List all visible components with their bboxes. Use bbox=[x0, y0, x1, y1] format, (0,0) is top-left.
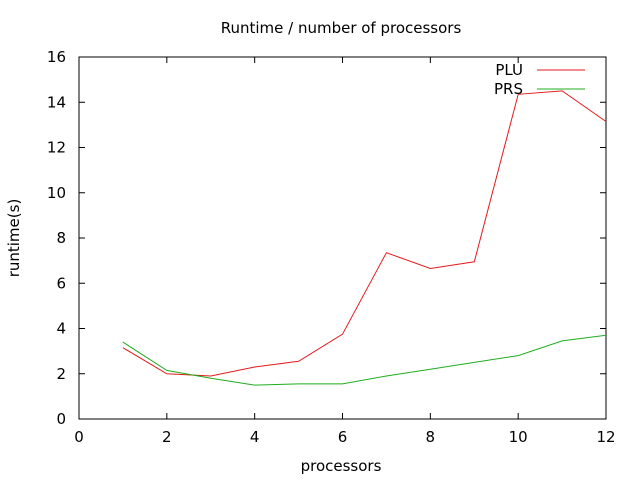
x-axis-label: processors bbox=[301, 457, 382, 475]
chart-title: Runtime / number of processors bbox=[221, 19, 462, 37]
y-tick-label: 8 bbox=[56, 229, 66, 247]
series-line-prs bbox=[122, 334, 607, 386]
x-tick-label: 6 bbox=[338, 428, 348, 446]
y-tick-label: 12 bbox=[47, 139, 66, 157]
y-tick-label: 0 bbox=[56, 410, 66, 428]
x-tick-label: 12 bbox=[596, 428, 615, 446]
y-tick-label: 16 bbox=[47, 48, 66, 66]
x-tick-label: 0 bbox=[74, 428, 84, 446]
x-tick-label: 8 bbox=[426, 428, 436, 446]
series-line-plu bbox=[122, 90, 607, 377]
y-axis-label: runtime(s) bbox=[5, 199, 23, 278]
y-tick-label: 6 bbox=[56, 274, 66, 292]
legend-label-plu: PLU bbox=[495, 61, 523, 79]
y-tick-label: 10 bbox=[47, 184, 66, 202]
legend-label-prs: PRS bbox=[494, 80, 523, 98]
y-tick-label: 14 bbox=[47, 93, 66, 111]
y-tick-label: 4 bbox=[56, 320, 66, 338]
x-tick-label: 10 bbox=[509, 428, 528, 446]
x-tick-label: 2 bbox=[162, 428, 172, 446]
data-series bbox=[122, 90, 607, 386]
x-tick-label: 4 bbox=[250, 428, 260, 446]
axis-ticks: 0 2 4 6 8 10 12 14 16 0 2 4 6 8 10 12 bbox=[47, 48, 616, 446]
y-tick-label: 2 bbox=[56, 365, 66, 383]
